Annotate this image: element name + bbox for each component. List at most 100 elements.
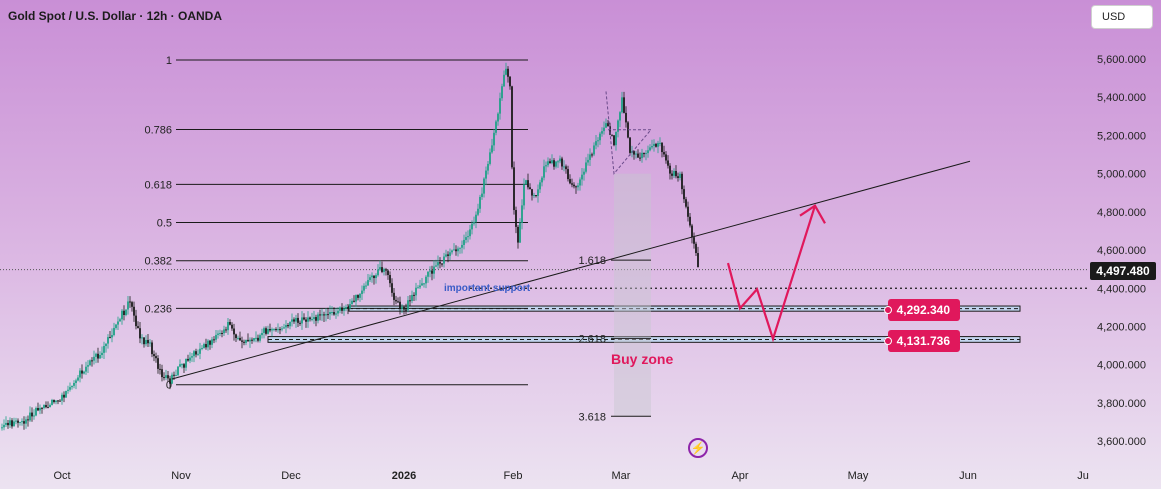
x-tick-label: Ju — [1077, 470, 1089, 482]
candle-body — [227, 322, 229, 331]
candle-body — [683, 189, 685, 200]
currency-button[interactable]: USD — [1091, 5, 1153, 29]
candle-body — [659, 142, 661, 144]
candle-body — [645, 153, 647, 155]
candle-body — [521, 205, 523, 223]
candle-body — [343, 308, 345, 311]
candle-body — [481, 193, 483, 197]
candle-body — [341, 307, 343, 311]
candle-body — [273, 329, 275, 331]
candle-body — [667, 160, 669, 166]
candle-body — [93, 356, 95, 361]
candle-body — [569, 179, 571, 184]
candle-body — [307, 317, 309, 322]
y-tick-label: 4,800.000 — [1097, 207, 1146, 219]
candle-body — [249, 339, 251, 342]
candle-body — [629, 137, 631, 153]
x-tick-label: Nov — [171, 470, 191, 482]
candle-body — [159, 368, 161, 370]
candle-body — [197, 353, 199, 355]
candle-body — [465, 237, 467, 240]
y-tick-label: 4,400.000 — [1097, 283, 1146, 295]
candle-body — [353, 300, 355, 302]
candle-body — [293, 319, 295, 322]
y-tick-label: 5,600.000 — [1097, 54, 1146, 66]
candle-body — [455, 249, 457, 252]
candle-body — [229, 322, 231, 325]
candle-body — [271, 329, 273, 331]
candle-body — [67, 389, 69, 391]
candle-body — [55, 400, 57, 403]
candle-body — [467, 236, 469, 238]
candle-body — [245, 339, 247, 343]
candle-body — [257, 337, 259, 341]
candle-body — [531, 189, 533, 196]
candle-body — [513, 167, 515, 211]
candle-body — [517, 226, 519, 243]
candle-body — [553, 160, 555, 167]
candle-body — [545, 165, 547, 167]
candle-body — [41, 407, 43, 409]
candle-body — [287, 325, 289, 327]
x-tick-label: Apr — [731, 470, 748, 482]
candle-body — [259, 335, 261, 341]
candle-body — [5, 422, 7, 425]
candle-body — [591, 154, 593, 156]
candle-body — [213, 339, 215, 341]
candle-body — [35, 407, 37, 416]
candle-body — [77, 377, 79, 381]
candle-body — [577, 185, 579, 188]
candle-body — [653, 143, 655, 146]
fib-ext-label: 2.618 — [578, 333, 606, 345]
candle-body — [265, 328, 267, 334]
candle-body — [7, 422, 9, 426]
candle-body — [609, 126, 611, 135]
candle-body — [691, 225, 693, 238]
candle-body — [359, 293, 361, 298]
candle-body — [169, 378, 171, 384]
x-tick-label: 2026 — [392, 470, 416, 482]
candle-body — [75, 380, 77, 383]
candle-body — [3, 424, 5, 428]
candle-body — [661, 142, 663, 153]
candle-body — [603, 127, 605, 132]
candle-body — [395, 299, 397, 302]
lightning-icon[interactable]: ⚡ — [688, 438, 708, 458]
candle-body — [507, 68, 509, 77]
candle-body — [415, 287, 417, 296]
candle-body — [671, 173, 673, 176]
candle-body — [431, 270, 433, 274]
candle-body — [79, 370, 81, 378]
candle-body — [255, 337, 257, 339]
candle-body — [103, 346, 105, 353]
candle-body — [127, 301, 129, 310]
candle-body — [593, 145, 595, 155]
candle-body — [497, 113, 499, 122]
candle-body — [527, 180, 529, 188]
candle-body — [459, 247, 461, 249]
candle-body — [369, 277, 371, 281]
candle-body — [99, 355, 101, 359]
zone-handle[interactable] — [884, 337, 892, 345]
candle-body — [573, 184, 575, 187]
candle-body — [57, 400, 59, 402]
candle-body — [381, 267, 383, 272]
zone-price: 4,292.340 — [896, 303, 950, 317]
fib-level-label: 0.5 — [157, 218, 172, 230]
candle-body — [27, 419, 29, 421]
zone-handle[interactable] — [884, 306, 892, 314]
candle-body — [191, 356, 193, 358]
candle-body — [125, 309, 127, 315]
candle-body — [463, 239, 465, 245]
candle-body — [543, 166, 545, 178]
candle-body — [535, 195, 537, 197]
candle-body — [675, 170, 677, 177]
candle-body — [563, 166, 565, 168]
zone-price: 4,131.736 — [896, 334, 950, 348]
candle-body — [53, 399, 55, 403]
candle-body — [533, 195, 535, 197]
candle-body — [439, 262, 441, 264]
candle-body — [175, 375, 177, 377]
candle-body — [167, 375, 169, 379]
